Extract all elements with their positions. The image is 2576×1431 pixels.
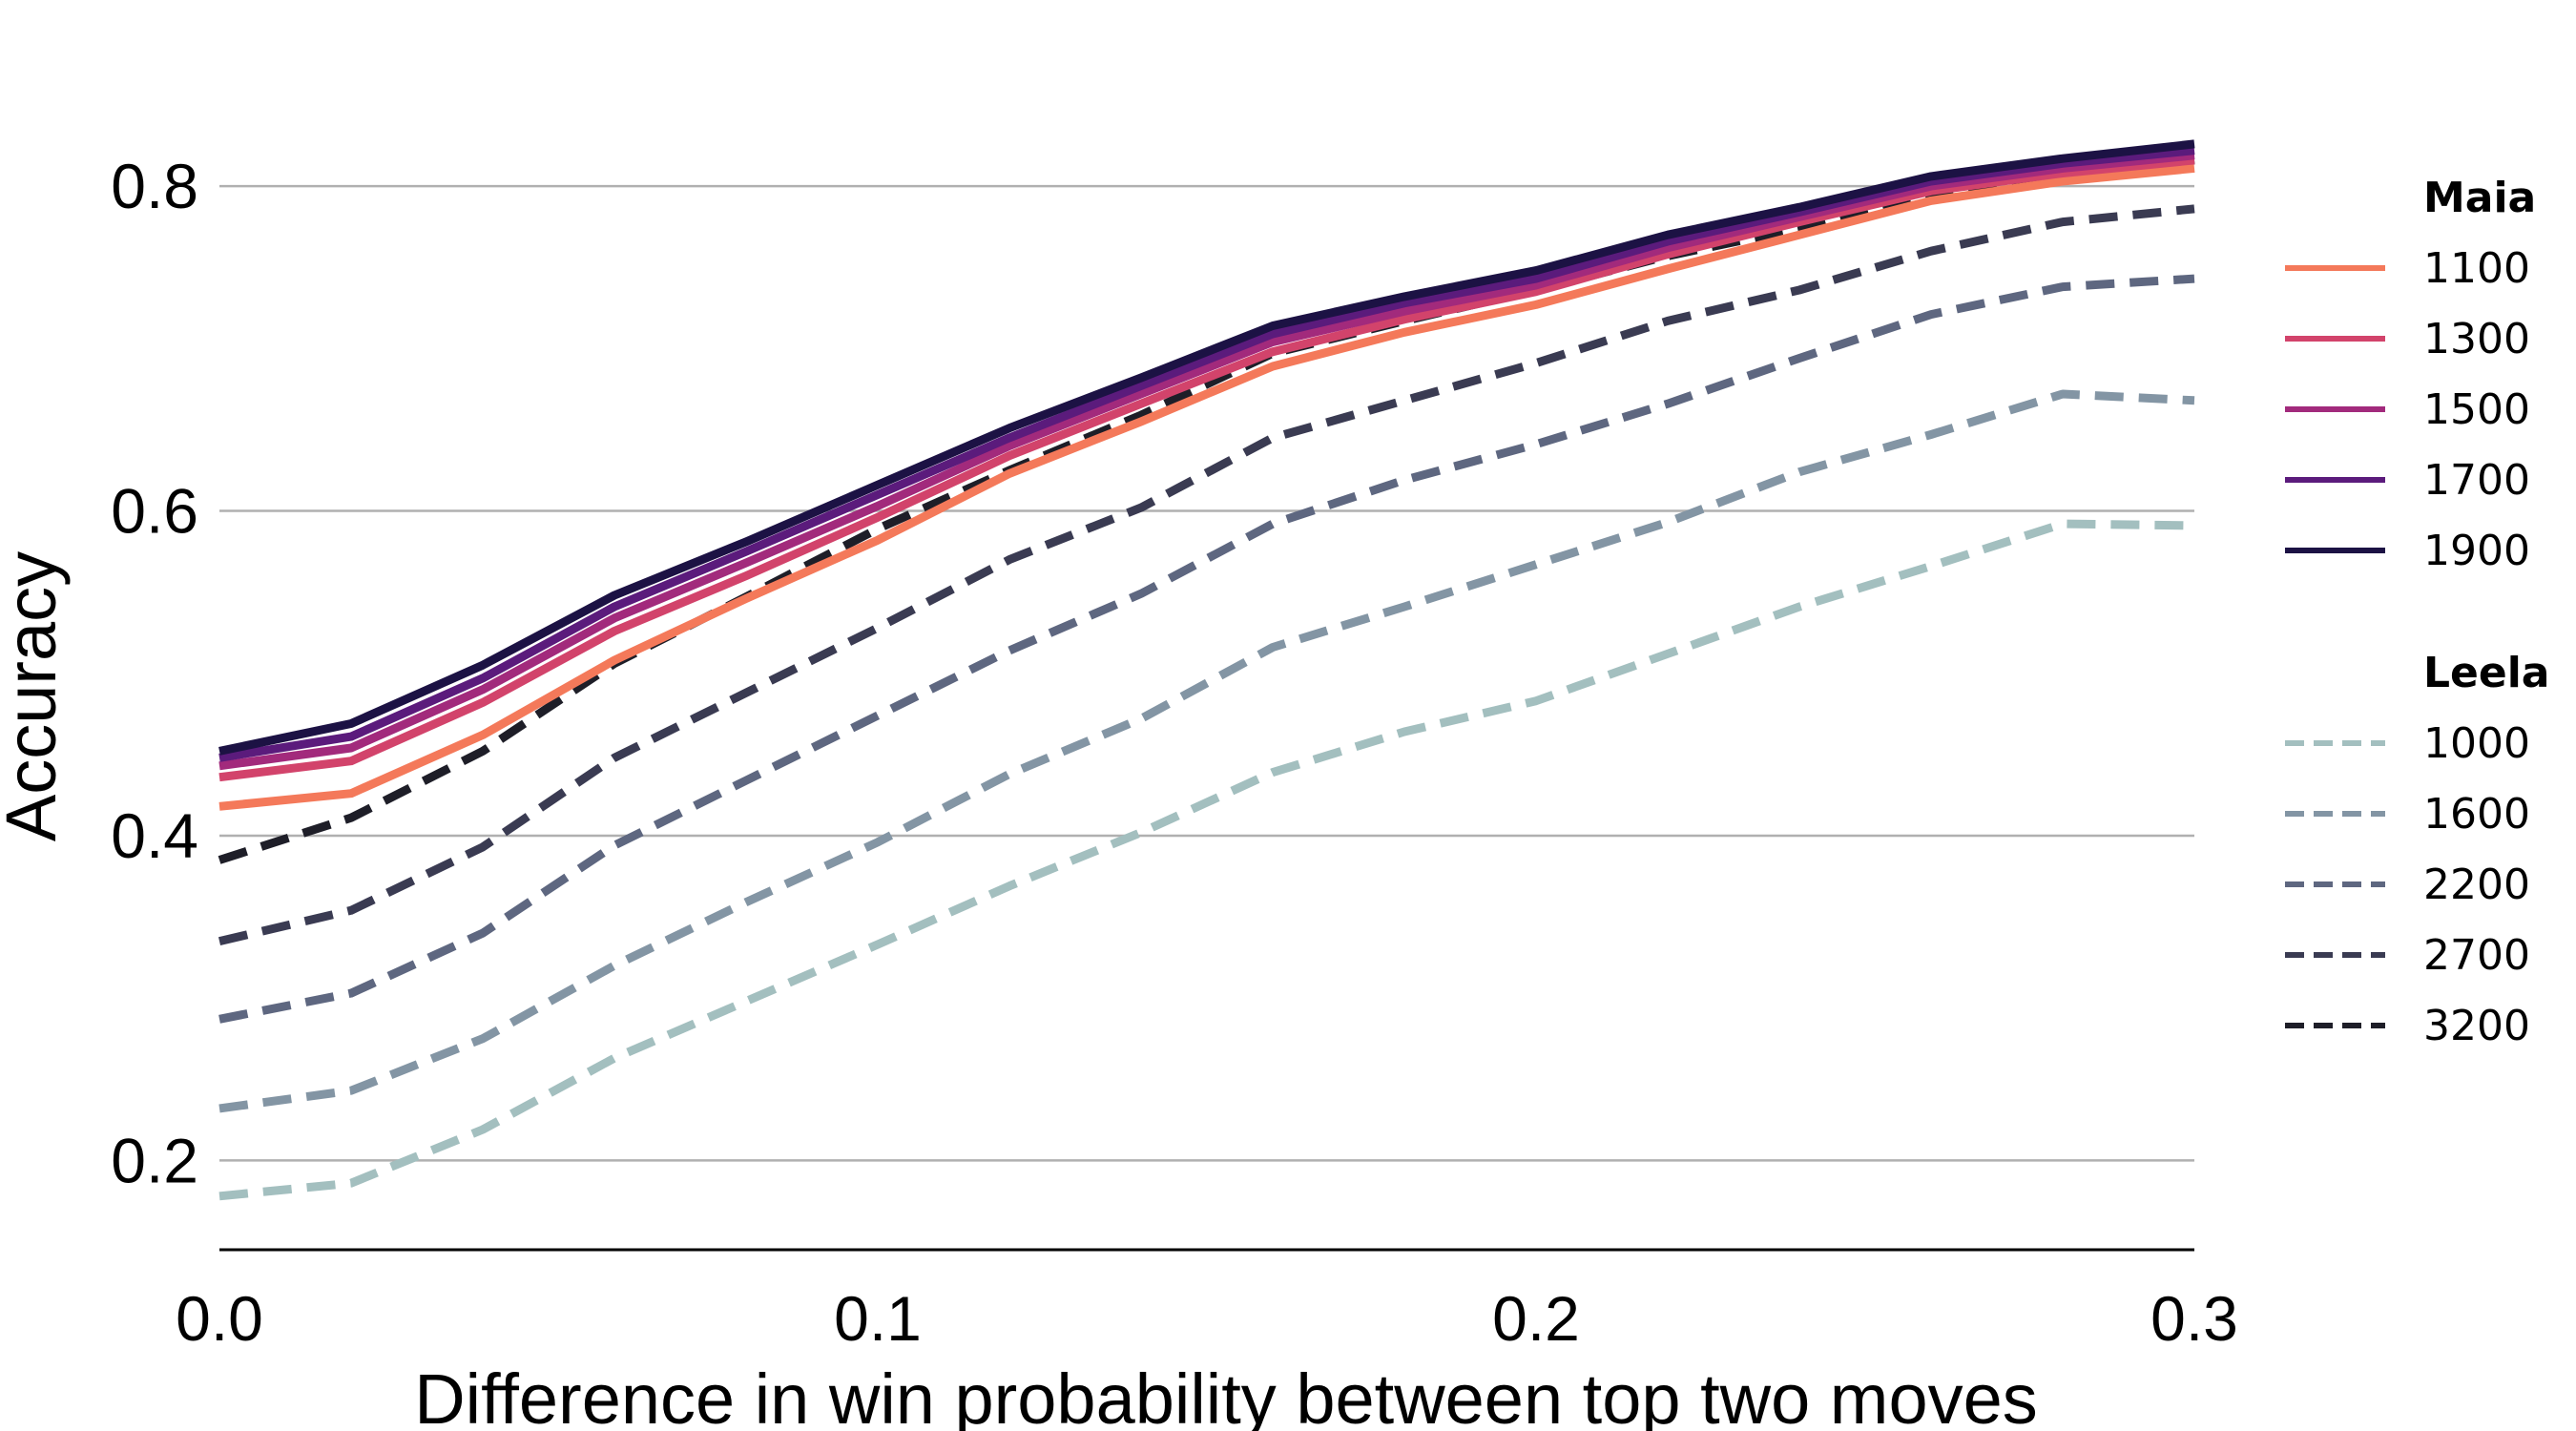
legend-label: 1000 xyxy=(2423,719,2530,768)
series-lines xyxy=(218,139,2195,1201)
legend-label: 1700 xyxy=(2423,456,2530,505)
x-tick-labels: 0.0 0.1 0.2 0.3 xyxy=(176,1283,2238,1354)
series-line-maia-1300 xyxy=(218,156,2195,782)
legend-label: 1100 xyxy=(2423,244,2530,293)
legend-label: 3200 xyxy=(2423,1002,2530,1050)
series-line-leela-1600 xyxy=(218,389,2195,1113)
legend-label: 1900 xyxy=(2423,527,2530,575)
legend: Maia 1100 1300 1500 1700 1900 Leela 1000 1600 220… xyxy=(2285,174,2550,1050)
series-line-leela-2200 xyxy=(218,274,2195,1024)
grid-lines xyxy=(219,184,2194,1162)
legend-title-maia: Maia xyxy=(2423,174,2536,222)
x-tick-label: 0.0 xyxy=(176,1283,263,1354)
x-axis-title: Difference in win probability between to… xyxy=(414,1359,2038,1431)
legend-label: 1600 xyxy=(2423,790,2530,839)
y-tick-label: 0.8 xyxy=(111,151,198,221)
legend-label: 2700 xyxy=(2423,931,2530,980)
y-tick-labels: 0.2 0.4 0.6 0.8 xyxy=(111,151,198,1195)
x-tick-label: 0.2 xyxy=(1492,1283,1580,1354)
series-line-leela-1000 xyxy=(218,519,2195,1201)
legend-label: 1500 xyxy=(2423,385,2530,434)
legend-label: 1300 xyxy=(2423,315,2530,363)
series-line-maia-1500 xyxy=(218,151,2195,771)
legend-title-leela: Leela xyxy=(2423,649,2550,697)
y-tick-label: 0.6 xyxy=(111,476,198,547)
x-tick-label: 0.1 xyxy=(834,1283,922,1354)
series-line-leela-2700 xyxy=(218,204,2195,945)
legend-label: 2200 xyxy=(2423,861,2530,909)
x-tick-label: 0.3 xyxy=(2150,1283,2238,1354)
y-tick-label: 0.2 xyxy=(111,1125,198,1195)
series-line-maia-1900 xyxy=(218,139,2195,756)
y-tick-label: 0.4 xyxy=(111,800,198,871)
y-axis-title: Accuracy xyxy=(0,551,71,841)
series-line-maia-1700 xyxy=(218,146,2195,762)
series-line-maia-1100 xyxy=(218,163,2195,811)
